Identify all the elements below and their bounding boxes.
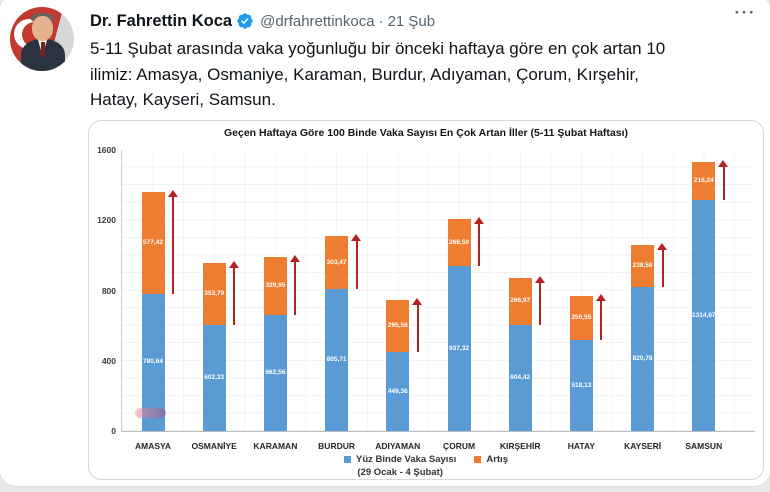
- increase-arrow-icon: [718, 160, 729, 201]
- bar-segment-increase: [447, 219, 471, 267]
- chart-title: Geçen Haftaya Göre 100 Binde Vaka Sayısı…: [223, 127, 629, 139]
- increase-arrow-icon: [351, 234, 362, 290]
- increase-arrow-icon: [657, 242, 668, 287]
- bar-segment-cases: [569, 340, 593, 431]
- bar-segment-increase: [508, 277, 532, 325]
- y-axis-tick: 1600: [97, 145, 116, 155]
- author-name[interactable]: Dr. Fahrettin Koca: [90, 11, 233, 30]
- legend-swatch-orange: [474, 456, 482, 463]
- legend-label: Yüz Binde Vaka Sayısı: [356, 454, 457, 465]
- bar-segment-cases: [447, 266, 471, 431]
- bar-value-increase: 329,95: [265, 281, 286, 289]
- bar-value-increase: 266,97: [510, 297, 531, 305]
- handle-and-time[interactable]: @drfahrettinkoca · 21 Şub: [260, 13, 435, 30]
- verified-badge-icon: [236, 12, 254, 30]
- person-tie: [41, 42, 45, 57]
- tweet-text-line: Hatay, Kayseri, Samsun.: [90, 90, 276, 109]
- more-button[interactable]: ···: [734, 3, 756, 22]
- bar-segment-increase: [692, 162, 716, 201]
- bar-segment-cases: [202, 325, 226, 431]
- bar-value-increase: 216,24: [693, 177, 714, 185]
- bar-value-increase: 295,56: [387, 322, 408, 330]
- y-axis-tick: 0: [111, 426, 116, 436]
- increase-arrow-icon: [473, 217, 485, 267]
- person-head: [32, 16, 53, 41]
- bar-value-cases: 805,71: [326, 356, 347, 364]
- increase-arrow-icon: [412, 298, 423, 353]
- bar-segment-cases: [141, 293, 165, 431]
- bar-value-cases: 449,36: [387, 387, 408, 395]
- increase-arrow-icon: [228, 261, 240, 326]
- bar-segment-increase: [325, 236, 349, 290]
- bar-value-increase: 577,42: [143, 239, 163, 247]
- bar-value-cases: 662,56: [265, 368, 286, 376]
- bar-value-increase: 303,47: [326, 258, 347, 266]
- bar-segment-increase: [202, 263, 226, 326]
- increase-arrow-icon: [595, 294, 607, 340]
- bar-value-cases: 1314,67: [692, 311, 716, 319]
- chart-plot: 0 400 800 1200 1600 780,64 577,42 AMASYA 602,33 3…: [89, 121, 763, 479]
- avatar[interactable]: [10, 7, 74, 71]
- bar-value-cases: 937,32: [449, 344, 469, 352]
- x-axis-label: KAYSERİ: [624, 441, 662, 451]
- legend-item-cases: Yüz Binde Vaka Sayısı (29 Ocak - 4 Şubat…: [344, 453, 456, 479]
- bar-segment-cases: [386, 352, 410, 431]
- timestamp[interactable]: 21 Şub: [387, 12, 436, 30]
- x-axis-label: OSMANİYE: [191, 441, 237, 451]
- x-axis-label: KIRŞEHİR: [499, 441, 541, 451]
- bar-segment-cases: [508, 324, 532, 431]
- bar-value-cases: 604,42: [510, 373, 531, 381]
- x-axis-label: BURDUR: [318, 441, 356, 451]
- bar-value-cases: 602,33: [204, 374, 225, 382]
- y-axis-tick: 1200: [97, 215, 116, 226]
- x-axis-label: ÇORUM: [442, 441, 476, 451]
- meta-separator: ·: [378, 12, 384, 30]
- highlight-smudge: [135, 408, 166, 418]
- chart-legend: Yüz Binde Vaka Sayısı (29 Ocak - 4 Şubat…: [89, 453, 763, 479]
- y-axis-tick: 400: [101, 355, 116, 366]
- tweet-text-line: 5-11 Şubat arasında vaka yoğunluğu bir ö…: [90, 39, 666, 58]
- bar-segment-cases: [631, 286, 655, 431]
- bar-value-cases: 780,64: [143, 358, 163, 366]
- bar-segment-increase: [569, 296, 593, 340]
- increase-arrow-icon: [289, 254, 301, 315]
- legend-label: Artış: [486, 454, 508, 465]
- legend-item-increase: Artış: [474, 453, 508, 466]
- x-axis-label: KARAMAN: [253, 441, 298, 451]
- bar-value-cases: 518,13: [571, 381, 592, 389]
- tweet-media-chart[interactable]: Geçen Haftaya Göre 100 Binde Vaka Sayısı…: [88, 120, 764, 480]
- y-axis-tick: 800: [101, 285, 116, 296]
- increase-arrow-icon: [167, 190, 179, 294]
- tweet-header: Dr. Fahrettin Koca @drfahrettinkoca · 21 Ş…: [90, 10, 710, 32]
- bar-segment-cases: [692, 200, 716, 431]
- bar-segment-increase: [141, 192, 165, 294]
- x-axis-label: SAMSUN: [685, 441, 723, 451]
- tweet-text-line: ilimiz: Amasya, Osmaniye, Karaman, Burdu…: [90, 64, 639, 84]
- handle[interactable]: @drfahrettinkoca: [260, 12, 375, 30]
- bar-segment-increase: [386, 300, 410, 353]
- bar-segment-cases: [325, 289, 349, 431]
- x-axis-label: AMASYA: [134, 441, 172, 451]
- tweet-text: 5-11 Şubat arasında vaka yoğunluğu bir ö…: [90, 36, 750, 113]
- x-axis-label: ADIYAMAN: [375, 441, 421, 451]
- legend-swatch-blue: [344, 456, 351, 463]
- bar-segment-cases: [263, 314, 287, 431]
- bar-value-cases: 820,78: [632, 354, 653, 362]
- legend-sublabel: (29 Ocak - 4 Şubat): [357, 467, 443, 478]
- x-axis-label: HATAY: [567, 441, 596, 451]
- bar-value-increase: 268,50: [449, 238, 469, 246]
- bar-segment-increase: [631, 244, 655, 287]
- bar-value-increase: 238,58: [632, 261, 653, 269]
- bar-value-increase: 353,79: [204, 290, 225, 298]
- bar-value-increase: 250,55: [571, 314, 592, 321]
- bar-segment-increase: [263, 256, 287, 315]
- increase-arrow-icon: [534, 275, 546, 325]
